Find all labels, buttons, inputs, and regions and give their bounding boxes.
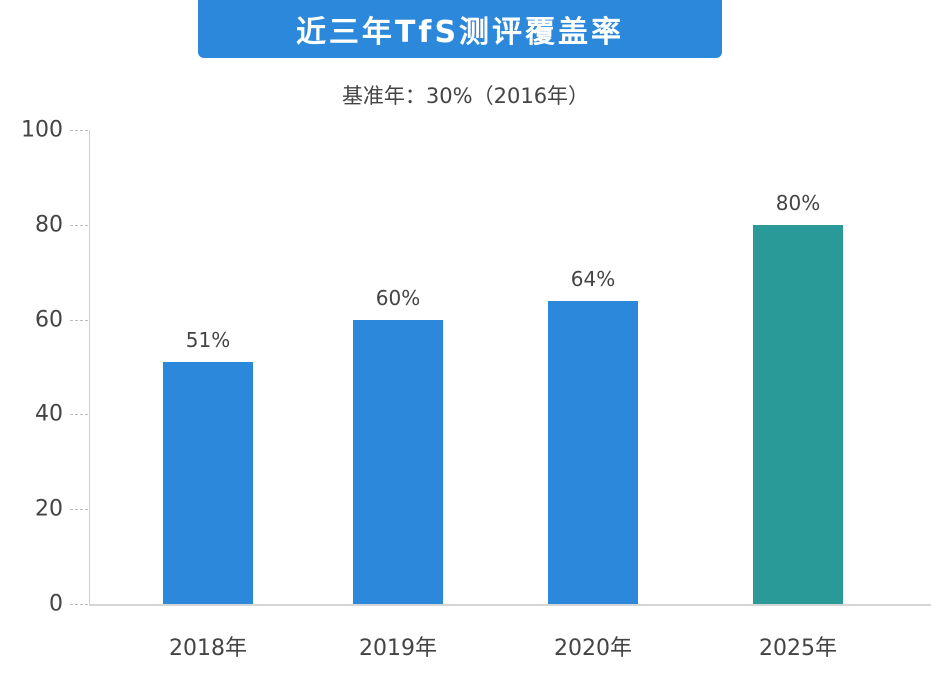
y-tick-mark [70,130,88,131]
bar-value-label: 80% [775,190,821,215]
y-tick-label: 20 [35,496,63,522]
x-tick-label: 2025年 [759,636,837,661]
chart-subtitle: 基准年：30%（2016年） [341,84,590,108]
y-tick-mark [70,604,88,605]
x-tick-label: 2019年 [359,636,437,661]
y-tick-mark [70,224,88,226]
bar-value-label: 64% [570,266,616,291]
y-tick-mark [70,509,88,511]
bar-2020年 [548,300,638,604]
y-tick-label: 60 [35,307,63,333]
y-tick-label: 0 [49,591,63,617]
y-tick-mark [70,319,88,321]
y-tick-label: 40 [35,401,63,427]
chart-title-banner: 近三年TfS测评覆盖率 [198,0,722,58]
y-tick-label: 100 [21,117,63,143]
bar-value-label: 60% [375,285,421,310]
y-tick-label: 80 [35,212,63,238]
x-tick-label: 2020年 [554,636,632,661]
x-axis-line [89,604,931,606]
x-tick-label: 2018年 [169,636,247,661]
bar-2019年 [353,319,443,604]
y-axis-line [89,130,90,605]
bar-2025年 [753,224,843,604]
y-tick-mark [70,414,88,416]
bar-2018年 [163,362,253,604]
chart-title: 近三年TfS测评覆盖率 [295,15,625,50]
bar-value-label: 51% [185,328,231,353]
